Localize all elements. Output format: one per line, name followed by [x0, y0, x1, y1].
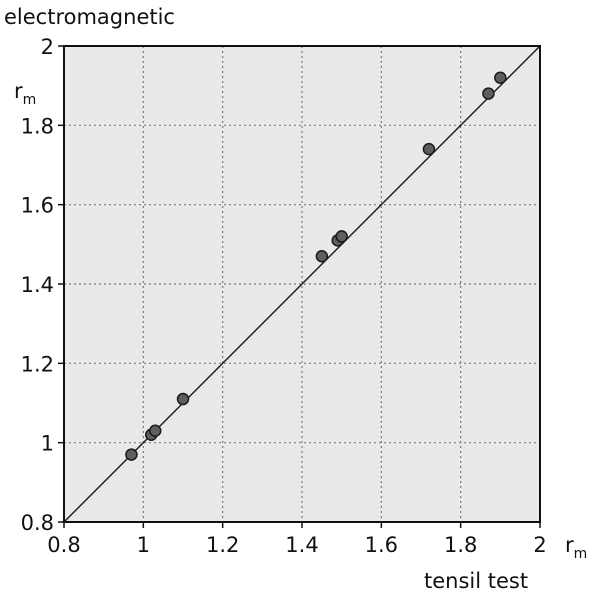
x-axis-title: tensil test — [424, 569, 528, 593]
y-tick-label: 1 — [41, 432, 54, 456]
x-tick-label: 2 — [533, 533, 546, 557]
data-point — [125, 448, 138, 461]
x-axis-unit: rm — [565, 533, 587, 562]
data-points — [125, 71, 507, 461]
y-axis-ticks: 0.8 1 1.2 1.4 1.6 1.8 2 — [21, 35, 64, 535]
y-axis-unit: rm — [14, 79, 36, 108]
y-tick-label: 1.6 — [21, 194, 54, 218]
y-unit-main: r — [14, 79, 23, 103]
data-point — [482, 87, 495, 100]
data-point — [494, 71, 507, 84]
x-tick-label: 1.8 — [444, 533, 477, 557]
x-tick-label: 1.4 — [285, 533, 318, 557]
data-point — [176, 392, 190, 406]
reference-line — [63, 45, 541, 523]
data-point — [315, 249, 329, 263]
data-point — [148, 424, 162, 438]
x-tick-label: 1.2 — [206, 533, 239, 557]
x-tick-label: 0.8 — [47, 533, 80, 557]
y-tick-label: 0.8 — [21, 511, 54, 535]
x-axis-ticks: 0.8 1 1.2 1.4 1.6 1.8 2 — [47, 522, 547, 557]
x-tick-label: 1.6 — [365, 533, 398, 557]
y-tick-label: 1.2 — [21, 352, 54, 376]
y-axis-title: electromagnetic — [4, 5, 175, 29]
data-point — [335, 230, 348, 243]
y-unit-sub: m — [23, 92, 37, 108]
y-tick-label: 1.4 — [21, 273, 54, 297]
y-tick-label: 1.8 — [21, 114, 54, 138]
data-point — [422, 142, 436, 156]
x-unit-main: r — [565, 533, 574, 557]
y-tick-label: 2 — [41, 35, 54, 59]
x-unit-sub: m — [574, 546, 588, 562]
x-tick-label: 1 — [137, 533, 150, 557]
